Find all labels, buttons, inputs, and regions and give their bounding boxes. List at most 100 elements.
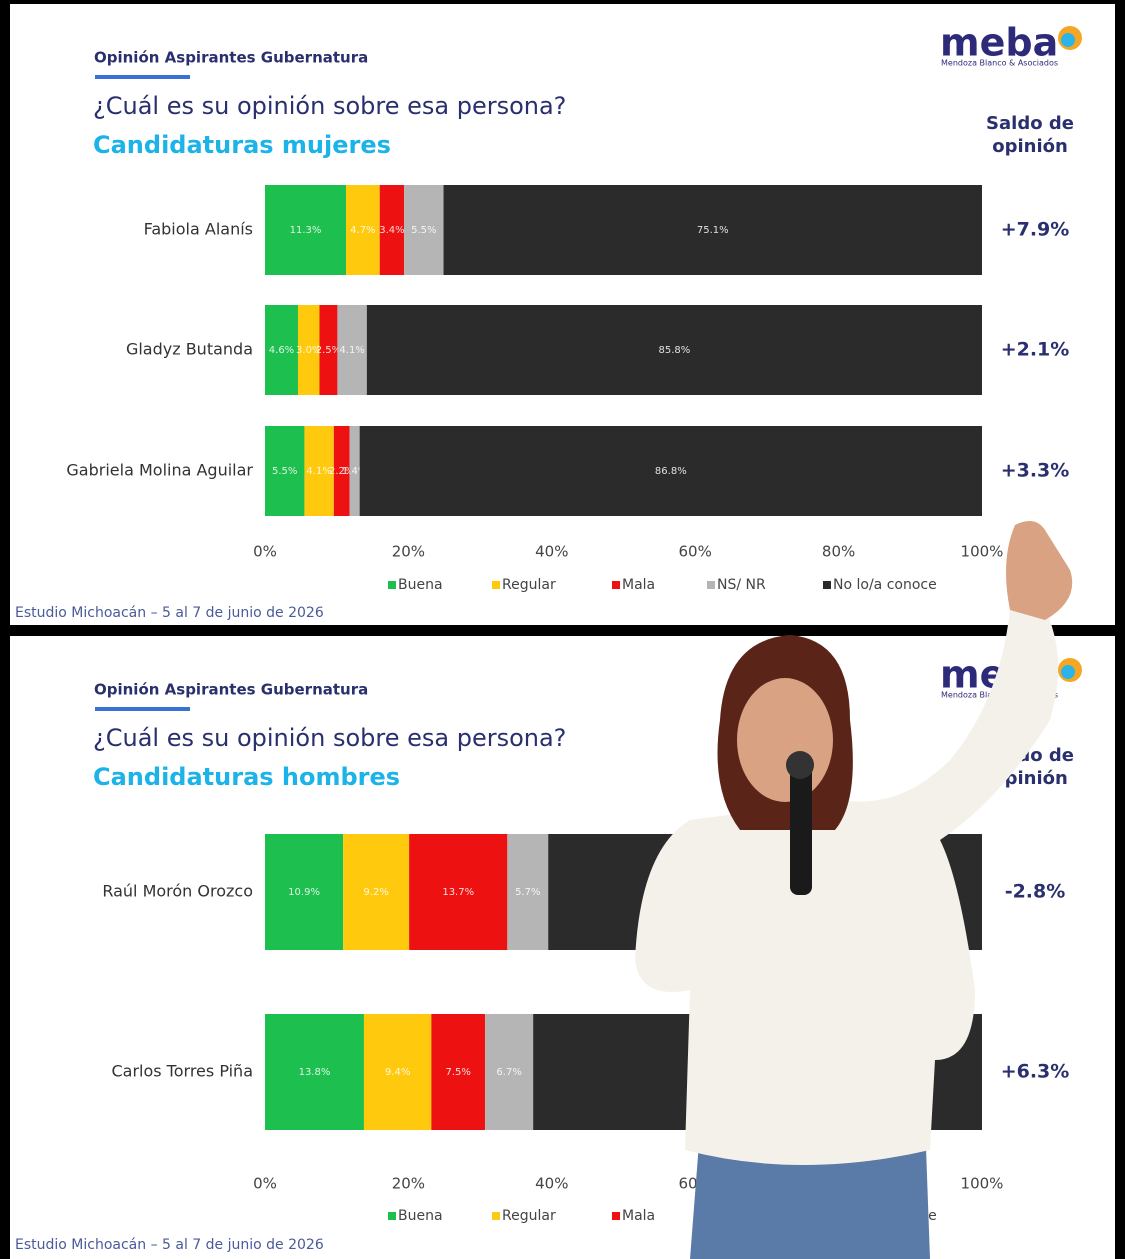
legend-label: Mala — [622, 577, 655, 593]
balance-title-box: Saldo de opinión — [986, 113, 1074, 157]
bar-segment — [485, 1014, 534, 1130]
legend-label: NS/ NR — [717, 577, 766, 593]
data-label: 86.8% — [655, 466, 687, 477]
data-label: 7.5% — [446, 1067, 471, 1078]
legend-label: No lo/a conoce — [833, 577, 937, 593]
data-label: 2.2% — [329, 466, 354, 477]
header-underline — [95, 707, 190, 711]
legend-label: Regular — [502, 1208, 556, 1224]
bar-segment — [404, 185, 444, 275]
subtitle: Candidaturas mujeres — [93, 131, 391, 159]
subtitle: Candidaturas hombres — [93, 763, 400, 791]
title: ¿Cuál es su opinión sobre esa persona? — [93, 724, 566, 752]
bar-segment — [304, 426, 334, 516]
bar-segment — [349, 426, 360, 516]
x-tick-label: 40% — [535, 543, 568, 561]
balance-value: -2.8% — [1005, 881, 1066, 903]
legend-swatch — [707, 581, 715, 589]
data-label: 75.1% — [697, 225, 729, 236]
brand-icon — [1061, 665, 1075, 679]
bar-segment — [431, 1014, 486, 1130]
data-label: 13.7% — [442, 887, 474, 898]
person-photo — [635, 521, 1073, 1259]
x-tick-label: 0% — [253, 1175, 277, 1193]
bar-segment — [363, 1014, 432, 1130]
legend-swatch — [388, 581, 396, 589]
balance-value: +6.3% — [1001, 1061, 1070, 1083]
x-tick-label: 100% — [961, 1175, 1004, 1193]
balance-title: Saldo de opinión — [986, 113, 1074, 157]
category-label: Gabriela Molina Aguilar — [66, 461, 253, 480]
data-label: 9.4% — [385, 1067, 410, 1078]
title: ¿Cuál es su opinión sobre esa persona? — [93, 92, 566, 120]
legend-label: Mala — [622, 1208, 655, 1224]
x-tick-label: 20% — [392, 543, 425, 561]
data-label: 5.5% — [411, 225, 436, 236]
balance-value: +2.1% — [1001, 339, 1070, 361]
category-label: Raúl Morón Orozco — [102, 882, 253, 901]
bar-segment — [319, 305, 338, 395]
data-label: 85.8% — [659, 345, 691, 356]
brand-subtitle: Mendoza Blanco & Asociados — [941, 59, 1058, 68]
data-label: 1.4% — [342, 466, 367, 477]
bar-segment — [265, 1014, 364, 1130]
brand-icon — [1061, 33, 1075, 47]
x-tick-label: 0% — [253, 543, 277, 561]
brand: meba — [940, 21, 1058, 65]
x-tick-label: 80% — [822, 543, 855, 561]
bar-segment — [265, 305, 298, 395]
data-label: 2.5% — [316, 345, 341, 356]
legend-swatch — [612, 1212, 620, 1220]
legend-swatch — [492, 1212, 500, 1220]
x-tick-label: 100% — [961, 543, 1004, 561]
header: Opinión Aspirantes Gubernatura — [94, 681, 368, 699]
bar-segment — [379, 185, 405, 275]
data-label: 13.8% — [299, 1067, 331, 1078]
category-label: Gladyz Butanda — [126, 340, 253, 359]
data-label: 6.7% — [496, 1067, 521, 1078]
bar-segment — [443, 185, 983, 275]
data-label: 5.5% — [272, 466, 297, 477]
x-tick-label: 40% — [535, 1175, 568, 1193]
bar-segment — [409, 834, 508, 950]
data-label: 4.7% — [350, 225, 375, 236]
data-label: 4.1% — [306, 466, 331, 477]
category-label: Fabiola Alanís — [144, 220, 253, 239]
legend-label: Buena — [398, 577, 443, 593]
category-label: Carlos Torres Piña — [111, 1062, 253, 1081]
bar-segment — [333, 426, 350, 516]
data-label: 4.1% — [339, 345, 364, 356]
bar-segment — [359, 426, 982, 516]
bar-segment — [507, 834, 549, 950]
header-underline — [95, 75, 190, 79]
bar-segment — [265, 426, 305, 516]
legend-swatch — [823, 581, 831, 589]
legend-swatch — [492, 581, 500, 589]
data-label: 4.6% — [269, 345, 294, 356]
x-tick-label: 60% — [679, 543, 712, 561]
footer: Estudio Michoacán – 5 al 7 de junio de 2… — [15, 605, 324, 621]
x-tick-label: 20% — [392, 1175, 425, 1193]
bar-segment — [346, 185, 380, 275]
balance-value: +7.9% — [1001, 219, 1070, 241]
data-label: 11.3% — [290, 225, 322, 236]
bar-segment — [265, 834, 344, 950]
legend-label: Regular — [502, 577, 556, 593]
bar-segment — [265, 185, 347, 275]
balance-value: +3.3% — [1001, 460, 1070, 482]
footer: Estudio Michoacán – 5 al 7 de junio de 2… — [15, 1237, 324, 1253]
data-label: 9.2% — [363, 887, 388, 898]
legend-swatch — [388, 1212, 396, 1220]
data-label: 10.9% — [288, 887, 320, 898]
bar-segment — [343, 834, 410, 950]
data-label: 3.0% — [296, 345, 321, 356]
header: Opinión Aspirantes Gubernatura — [94, 49, 368, 67]
bar-segment — [366, 305, 983, 395]
data-label: 5.7% — [515, 887, 540, 898]
bar-segment — [337, 305, 367, 395]
legend-swatch — [612, 581, 620, 589]
data-label: 3.4% — [379, 225, 404, 236]
bar-segment — [297, 305, 320, 395]
